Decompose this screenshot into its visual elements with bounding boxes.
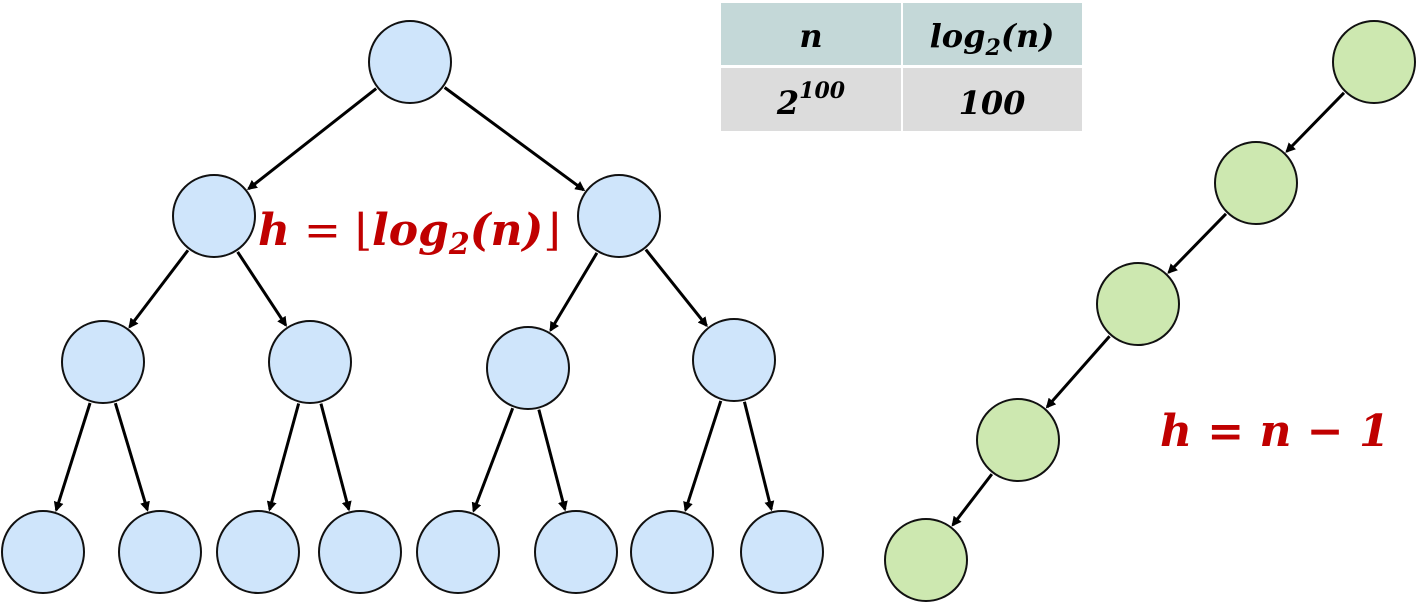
- tree-node: [318, 510, 402, 594]
- degenerate-height-label: h = n − 1: [1160, 406, 1390, 457]
- chain-edge: [1285, 91, 1346, 153]
- tree-edge: [247, 87, 378, 191]
- tree-node: [577, 174, 661, 258]
- chain-node: [884, 518, 968, 602]
- tree-edge: [742, 401, 775, 512]
- chain-edge: [951, 473, 994, 527]
- chain-node: [1332, 20, 1416, 104]
- tree-edge: [266, 403, 301, 512]
- tree-edge: [549, 252, 599, 332]
- table-value-100: 100: [959, 84, 1026, 122]
- tree-node: [368, 20, 452, 104]
- table-value-2-pow-100: 2100: [776, 78, 846, 122]
- tree-node: [268, 320, 352, 404]
- tree-node: [740, 510, 824, 594]
- table-cell-result: [903, 68, 1082, 131]
- tree-node: [118, 510, 202, 594]
- balanced-tree-edges: [53, 86, 775, 513]
- tree-node: [534, 510, 618, 594]
- tree-edge: [53, 402, 92, 512]
- chain-edge: [1045, 335, 1111, 409]
- tree-node: [61, 320, 145, 404]
- tree-node: [630, 510, 714, 594]
- tree-edge: [113, 402, 150, 512]
- degenerate-tree-edges: [951, 91, 1346, 527]
- tree-node: [692, 318, 776, 402]
- tree-edge: [537, 409, 568, 512]
- tree-node: [1, 510, 85, 594]
- table-header-n: n: [799, 17, 822, 55]
- tree-edge: [644, 248, 708, 328]
- tree-edge: [128, 249, 190, 329]
- table-cell-power: [721, 68, 901, 131]
- tree-node: [172, 174, 256, 258]
- tree-edge: [683, 400, 723, 513]
- balanced-tree-nodes: [1, 20, 824, 594]
- chain-node: [976, 398, 1060, 482]
- chain-node: [1096, 262, 1180, 346]
- table-header-cell-log: [903, 3, 1082, 65]
- tree-edge: [236, 251, 288, 327]
- tree-node: [416, 510, 500, 594]
- tree-node: [486, 326, 570, 410]
- chain-node: [1214, 141, 1298, 225]
- complexity-table: n log2(n) 2100 100: [721, 3, 1082, 131]
- table-header-cell-n: [721, 3, 901, 65]
- tree-edge: [319, 403, 352, 512]
- tree-edge: [471, 407, 515, 513]
- tree-node: [216, 510, 300, 594]
- chain-edge: [1167, 212, 1228, 274]
- tree-edge: [443, 86, 586, 192]
- degenerate-tree-nodes: [884, 20, 1416, 602]
- balanced-height-label: h = ⌊log2(n)⌋: [258, 205, 561, 262]
- table-header-log2n: log2(n): [930, 17, 1055, 61]
